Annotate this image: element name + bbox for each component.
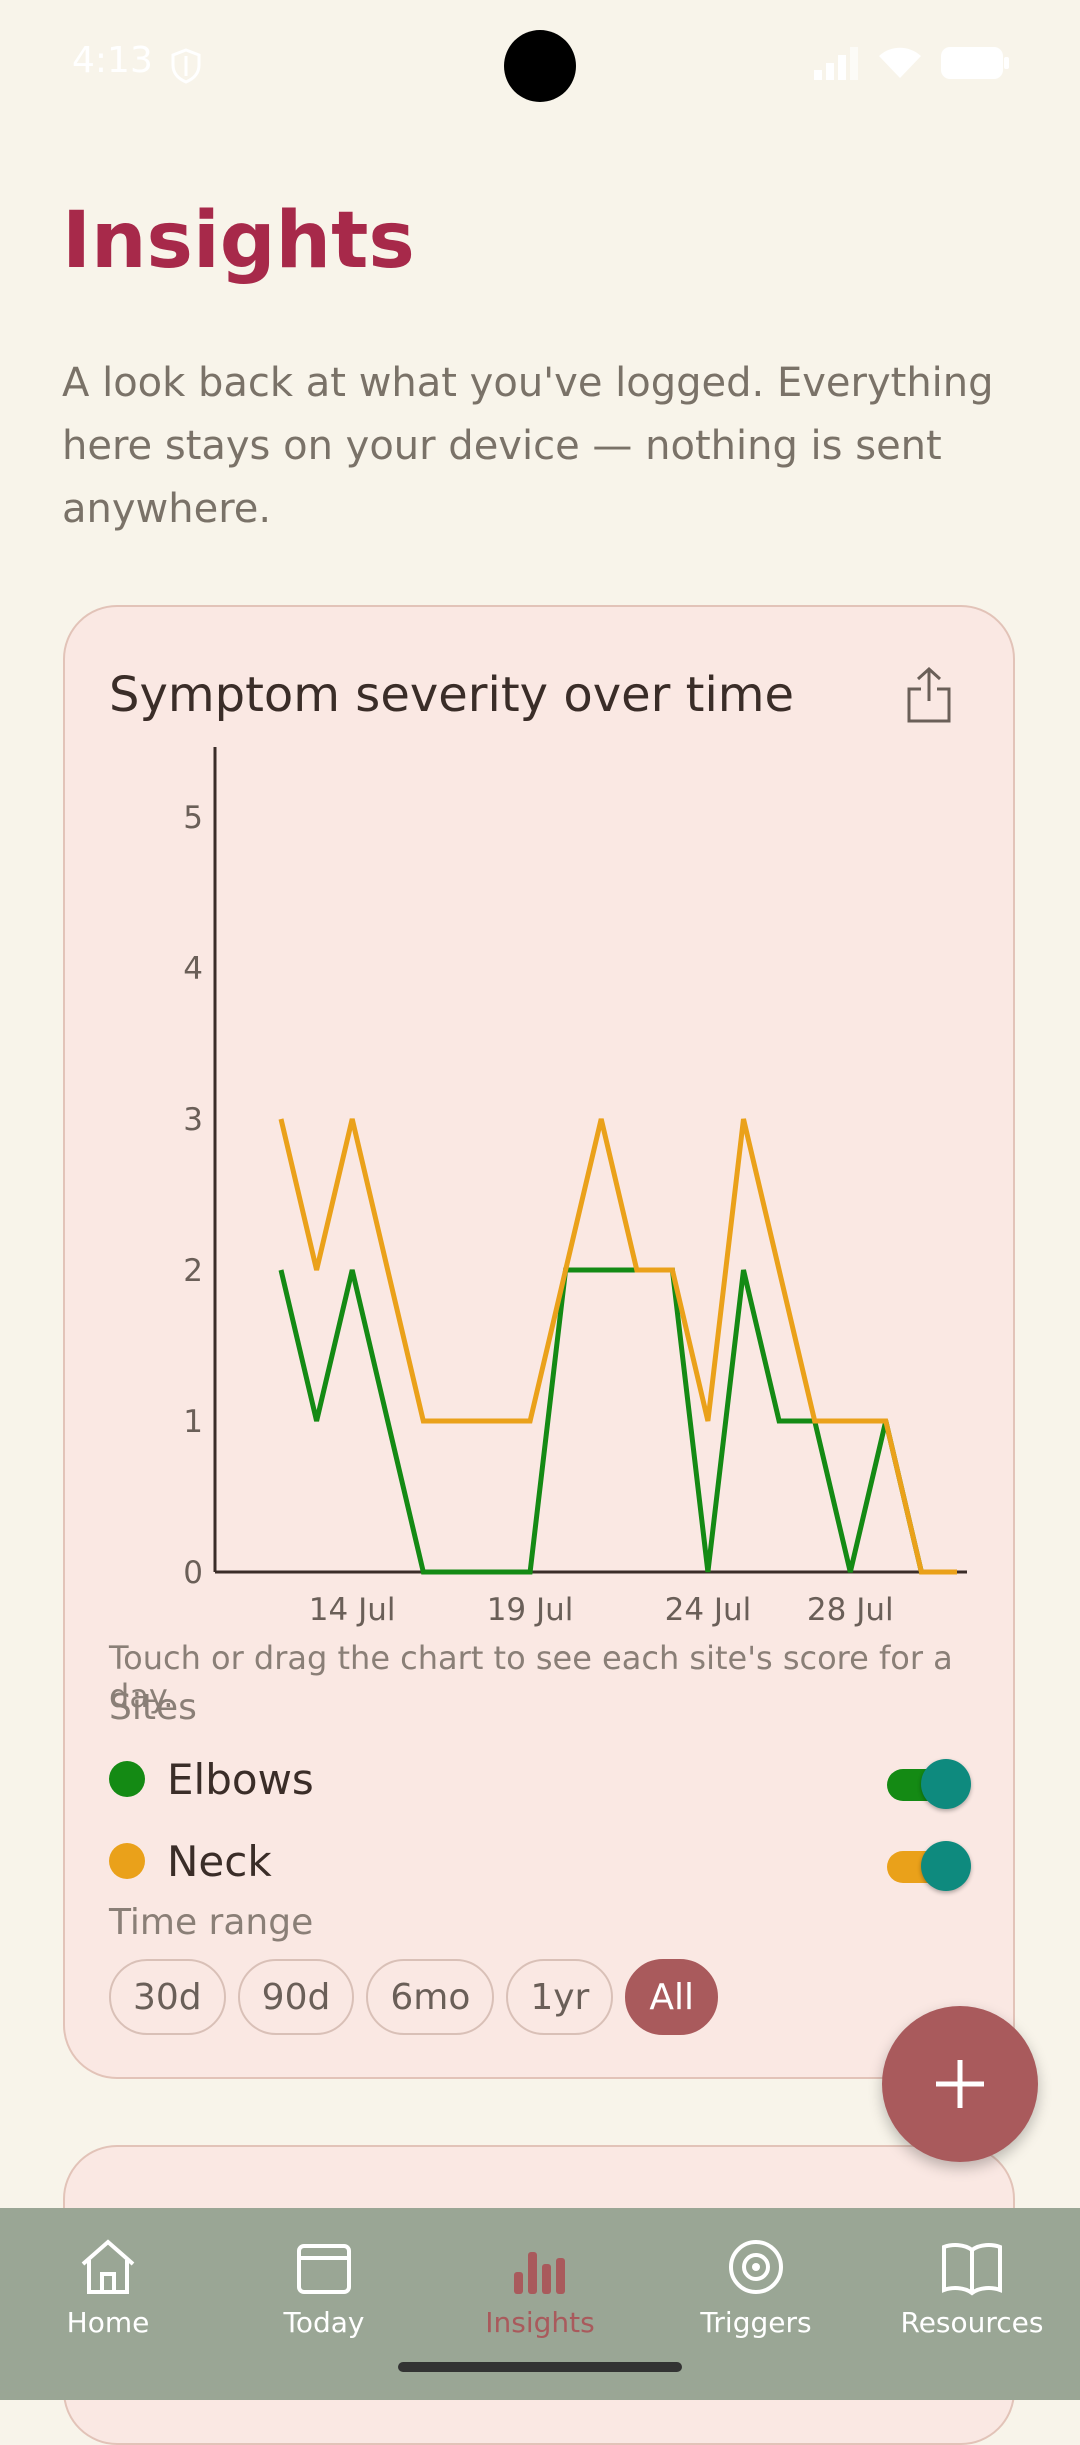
- nav-label: Resources: [900, 2306, 1044, 2339]
- site-row-neck: Neck: [109, 1831, 971, 1891]
- target-icon: [729, 2240, 783, 2294]
- range-chip-90d[interactable]: 90d: [237, 1959, 355, 2035]
- y-tick-label: 5: [183, 800, 203, 836]
- elbows-legend-dot: [109, 1761, 145, 1797]
- nav-label: Today: [283, 2306, 365, 2339]
- status-icons: [812, 46, 1010, 80]
- add-entry-button[interactable]: [882, 2006, 1038, 2162]
- bar-chart-icon: [514, 2252, 565, 2294]
- nav-home[interactable]: Home: [0, 2228, 216, 2368]
- y-tick-label: 1: [183, 1404, 203, 1440]
- range-chip-6mo[interactable]: 6mo: [366, 1959, 495, 2035]
- camera-cutout: [504, 30, 576, 102]
- y-tick-label: 2: [183, 1253, 203, 1289]
- site-name: Neck: [167, 1836, 272, 1886]
- x-tick-label: 14 Jul: [309, 1592, 396, 1628]
- nav-label: Insights: [485, 2306, 595, 2339]
- range-chip-all[interactable]: All: [625, 1959, 718, 2035]
- time-range-chips: 30d 90d 6mo 1yr All: [109, 1959, 718, 2035]
- wifi-icon: [879, 47, 921, 78]
- nav-insights[interactable]: Insights: [432, 2228, 648, 2368]
- nav-label: Home: [66, 2306, 150, 2339]
- nav-triggers[interactable]: Triggers: [648, 2228, 864, 2368]
- y-tick-label: 4: [183, 951, 203, 987]
- battery-icon: [941, 47, 1009, 79]
- status-bar: 4:13: [0, 0, 1080, 130]
- home-indicator: [398, 2362, 682, 2372]
- range-chip-1yr[interactable]: 1yr: [506, 1959, 614, 2035]
- series-line-elbows: [278, 1267, 957, 1575]
- status-time: 4:13: [72, 40, 153, 81]
- series-line-neck: [278, 1118, 957, 1575]
- signal-icon: [814, 47, 858, 80]
- book-icon: [942, 2243, 1002, 2296]
- home-icon: [81, 2239, 135, 2294]
- calendar-icon: [297, 2244, 351, 2294]
- shield-icon: [171, 48, 201, 84]
- x-tick-label: 28 Jul: [807, 1592, 894, 1628]
- site-name: Elbows: [167, 1754, 314, 1804]
- x-tick-label: 19 Jul: [487, 1592, 574, 1628]
- y-tick-label: 3: [183, 1102, 203, 1138]
- time-range-label: Time range: [109, 1902, 314, 1943]
- chart-hint: Touch or drag the chart to see each site…: [109, 1639, 953, 1715]
- page-description: A look back at what you've logged. Every…: [62, 360, 994, 532]
- nav-label: Triggers: [700, 2306, 812, 2339]
- plus-icon: [936, 2060, 984, 2108]
- sites-label: Sites: [109, 1687, 197, 1728]
- share-icon[interactable]: [903, 665, 955, 725]
- page-title: Insights: [62, 196, 415, 286]
- severity-card: Symptom severity over time 0 1 2 3 4 5 14 Jul 1…: [63, 605, 1015, 2079]
- neck-toggle[interactable]: [887, 1839, 971, 1891]
- x-tick-label: 24 Jul: [665, 1592, 752, 1628]
- site-row-elbows: Elbows: [109, 1749, 971, 1809]
- elbows-toggle[interactable]: [887, 1757, 971, 1809]
- range-chip-30d[interactable]: 30d: [109, 1959, 226, 2035]
- y-tick-label: 0: [183, 1555, 203, 1591]
- nav-resources[interactable]: Resources: [864, 2228, 1080, 2368]
- neck-legend-dot: [109, 1843, 145, 1879]
- nav-today[interactable]: Today: [216, 2228, 432, 2368]
- severity-chart[interactable]: 0 1 2 3 4 5 14 Jul 19 Jul 24 Jul 28 Jul: [65, 747, 1017, 1647]
- card-title: Symptom severity over time: [109, 667, 795, 723]
